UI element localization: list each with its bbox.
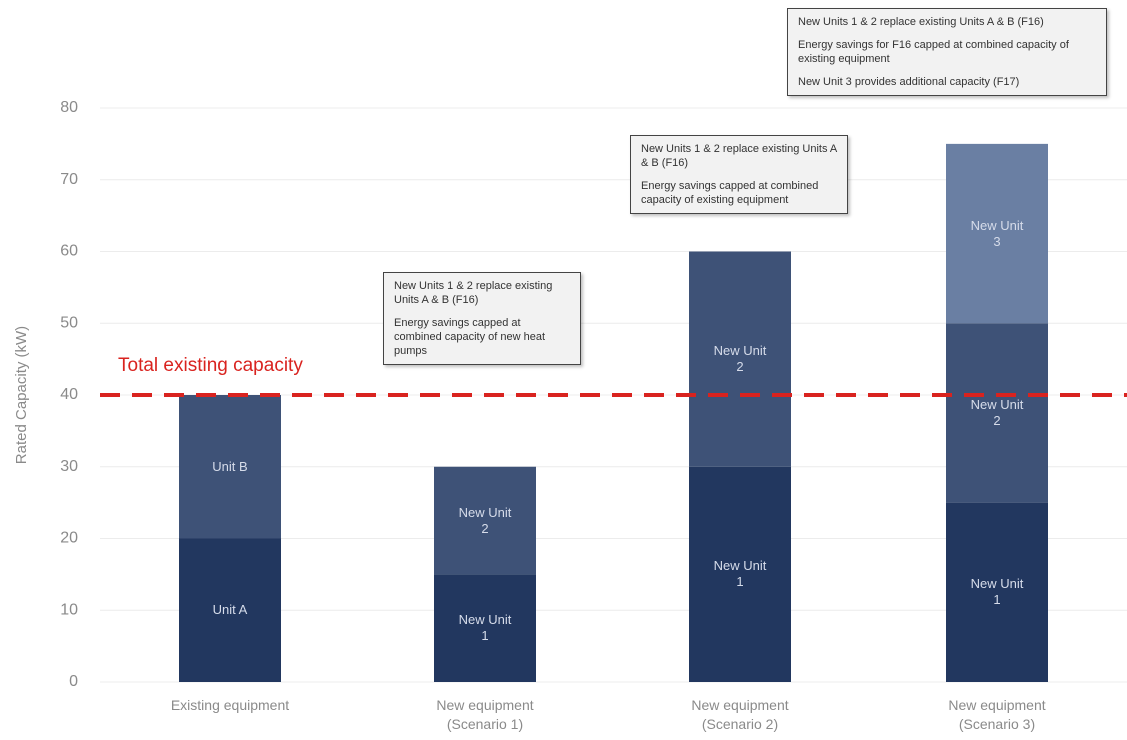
reference-label: Total existing capacity: [118, 355, 303, 376]
annotation-text: New Units 1 & 2 replace existing Units A…: [641, 143, 837, 169]
segment-label: New Unit 1: [458, 612, 512, 644]
segment-label: Unit B: [212, 458, 248, 474]
segment-label: New Unit 2: [713, 343, 767, 375]
y-tick-label: 40: [60, 386, 78, 403]
segment-label: New Unit 2: [458, 504, 512, 536]
segment-label: Unit A: [212, 602, 248, 618]
segment-label: New Unit 3: [970, 217, 1024, 249]
y-tick-label: 30: [60, 458, 78, 475]
annotation-text: Energy savings capped at combined capaci…: [394, 317, 546, 357]
bar-segment: [179, 538, 281, 682]
x-tick-label: New equipment (Scenario 2): [691, 697, 789, 732]
annotation-text: New Unit 3 provides additional capacity …: [798, 76, 1020, 88]
x-tick-label: Existing equipment: [170, 697, 290, 713]
segment-label: New Unit 2: [970, 396, 1024, 428]
annotation-box: New Units 1 & 2 replace existing Units A…: [787, 8, 1107, 96]
y-axis-label: Rated Capacity (kW): [13, 326, 30, 464]
annotation-text: Energy savings for F16 capped at combine…: [798, 39, 1069, 65]
x-tick-label: New equipment (Scenario 1): [436, 697, 534, 732]
x-tick-label: New equipment (Scenario 3): [948, 697, 1046, 732]
y-tick-label: 60: [60, 243, 78, 260]
y-tick-label: 0: [69, 673, 78, 690]
bar-segment: [689, 466, 791, 682]
bar-segment: [434, 574, 536, 682]
bar-segment: [689, 251, 791, 467]
y-tick-label: 70: [60, 171, 78, 188]
y-tick-label: 20: [60, 530, 78, 547]
segment-label: New Unit 1: [713, 558, 767, 590]
y-tick-label: 50: [60, 314, 78, 331]
bar-segment: [179, 395, 281, 539]
annotation-box: New Units 1 & 2 replace existing Units A…: [383, 272, 581, 365]
annotation-text: New Units 1 & 2 replace existing Units A…: [798, 16, 1044, 28]
y-tick-label: 10: [60, 601, 78, 618]
bar-segment: [946, 323, 1048, 503]
annotation-text: Energy savings capped at combined capaci…: [641, 180, 819, 206]
bar-segment: [946, 143, 1048, 324]
segment-label: New Unit 1: [970, 576, 1024, 608]
y-tick-label: 80: [60, 99, 78, 116]
annotation-text: New Units 1 & 2 replace existing Units A…: [394, 280, 553, 306]
bar-segment: [434, 466, 536, 575]
annotation-box: New Units 1 & 2 replace existing Units A…: [630, 135, 848, 214]
bar-segment: [946, 502, 1048, 682]
